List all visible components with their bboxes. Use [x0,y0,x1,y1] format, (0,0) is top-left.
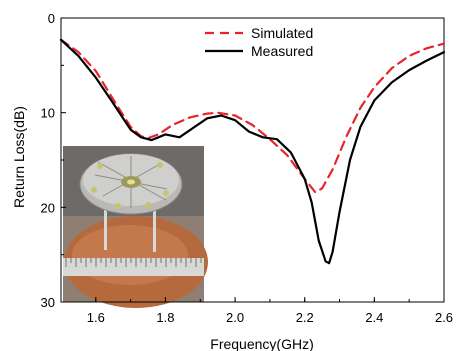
y-tick-label: 0 [48,11,55,26]
legend: Simulated Measured [205,25,313,59]
y-tick-label: 20 [41,200,55,215]
x-tick-label: 1.6 [87,310,105,325]
series-layer [59,38,446,265]
x-tick-label: 1.8 [156,310,174,325]
x-axis-label: Frequency(GHz) [210,336,313,351]
series-line-simulated [59,38,446,194]
legend-label-measured: Measured [251,43,313,59]
series-line-measured [59,38,446,265]
legend-label-simulated: Simulated [251,25,313,41]
y-axis-label: Return Loss(dB) [11,106,27,208]
x-tick-label: 2.0 [226,310,244,325]
y-tick-label: 10 [41,106,55,121]
y-tick-label: 30 [41,295,55,310]
x-tick-label: 2.2 [296,310,314,325]
x-tick-label: 2.4 [365,310,383,325]
y-axis: 0 10 20 30 [41,11,66,310]
antenna-photo-inset [63,146,208,308]
x-tick-label: 2.6 [435,310,453,325]
x-axis: 1.6 1.8 2.0 2.2 2.4 2.6 [60,297,453,325]
